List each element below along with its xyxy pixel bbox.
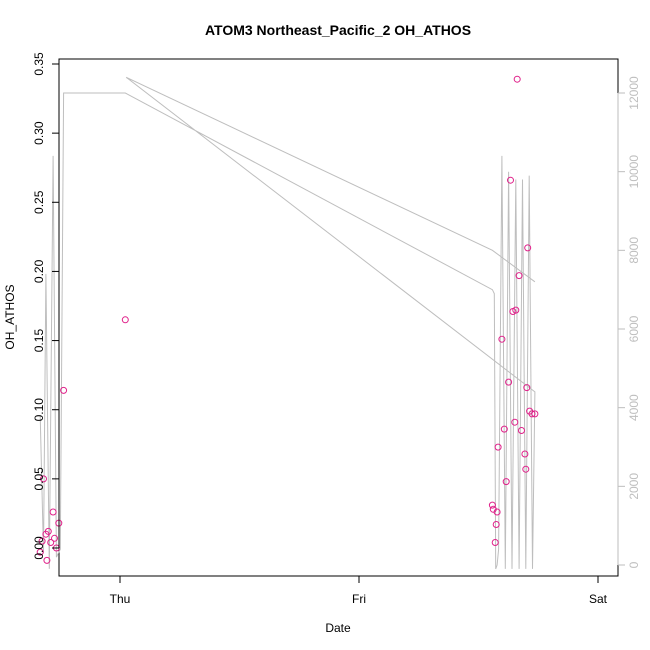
data-point (43, 556, 51, 564)
data-point (523, 384, 531, 392)
plot-area-border (58, 58, 619, 577)
y-tick-label: 0.30 (32, 121, 46, 145)
data-point (511, 418, 519, 426)
data-point (60, 386, 68, 394)
data-point (521, 450, 529, 458)
data-point (515, 272, 523, 280)
data-point (49, 508, 57, 516)
y2-tick-label: 10000 (627, 155, 641, 189)
y2-tick-label: 2000 (627, 473, 641, 500)
data-point (531, 410, 539, 418)
y2-tick-label: 4000 (627, 394, 641, 421)
x-tick-label: Thu (110, 592, 131, 606)
data-point (507, 176, 514, 184)
data-point (38, 537, 46, 545)
y-tick-label: 0.00 (32, 536, 46, 560)
y-axis-left: 0.00 0.05 0.10 0.15 0.20 0.25 0.30 0.35 (32, 52, 60, 560)
y2-tick-label: 8000 (627, 237, 641, 264)
x-axis: Thu Fri Sat (110, 575, 608, 606)
series-line (39, 76, 536, 570)
y2-tick-label: 0 (627, 561, 641, 568)
data-point (40, 475, 47, 483)
data-point (512, 306, 520, 314)
y-tick-label: 0.05 (32, 467, 46, 491)
data-point (498, 335, 506, 343)
data-point (513, 75, 521, 83)
x-axis-label: Date (325, 621, 351, 635)
data-point (491, 539, 499, 546)
data-point (493, 508, 501, 516)
x-tick-label: Sat (589, 592, 608, 606)
y-axis-right: 0 2000 4000 6000 8000 10000 12000 (617, 76, 641, 568)
series-line-layer (39, 76, 536, 570)
x-tick-label: Fri (352, 592, 366, 606)
y2-tick-label: 12000 (627, 76, 641, 110)
chart-title: ATOM3 Northeast_Pacific_2 OH_ATHOS (205, 22, 471, 38)
y-tick-label: 0.35 (32, 52, 46, 76)
data-point (121, 316, 129, 324)
data-point (500, 425, 508, 433)
data-point (44, 527, 52, 535)
data-point (488, 501, 496, 509)
y-tick-label: 0.20 (32, 259, 46, 283)
data-point (528, 410, 536, 418)
data-point (518, 427, 525, 434)
data-point (492, 521, 500, 528)
data-point (502, 478, 510, 486)
y-tick-label: 0.25 (32, 190, 46, 214)
y2-tick-label: 6000 (627, 315, 641, 342)
y-tick-label: 0.15 (32, 329, 46, 353)
data-point (36, 548, 44, 556)
data-point (505, 378, 513, 386)
data-point (494, 443, 502, 451)
data-point (47, 539, 55, 546)
y-axis-label: OH_ATHOS (3, 284, 17, 349)
data-point (522, 465, 530, 473)
series-points-layer (36, 75, 539, 564)
data-point (51, 534, 58, 542)
data-point (524, 244, 532, 252)
y-tick-label: 0.10 (32, 398, 46, 422)
